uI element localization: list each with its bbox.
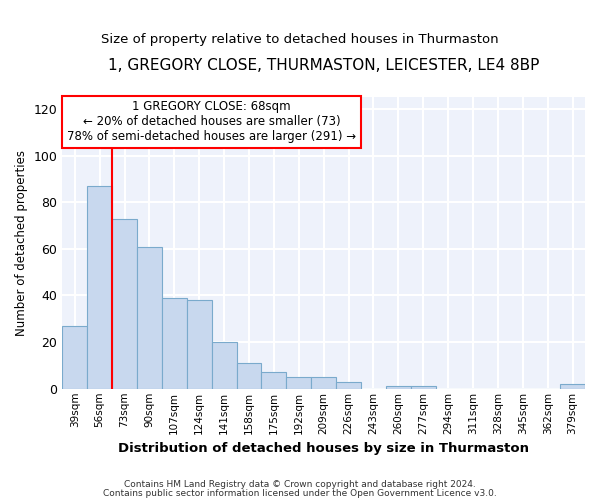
Bar	[212, 342, 236, 389]
Bar	[137, 246, 162, 389]
Bar	[112, 218, 137, 389]
Bar	[62, 326, 87, 389]
Bar	[262, 372, 286, 389]
Bar	[87, 186, 112, 389]
Bar	[187, 300, 212, 389]
Text: Contains public sector information licensed under the Open Government Licence v3: Contains public sector information licen…	[103, 489, 497, 498]
Text: Size of property relative to detached houses in Thurmaston: Size of property relative to detached ho…	[101, 32, 499, 46]
Bar	[236, 363, 262, 389]
Bar	[336, 382, 361, 389]
Bar	[560, 384, 585, 389]
Title: 1, GREGORY CLOSE, THURMASTON, LEICESTER, LE4 8BP: 1, GREGORY CLOSE, THURMASTON, LEICESTER,…	[108, 58, 539, 72]
Bar	[162, 298, 187, 389]
Bar	[386, 386, 411, 389]
Bar	[411, 386, 436, 389]
Bar	[286, 377, 311, 389]
Bar	[311, 377, 336, 389]
X-axis label: Distribution of detached houses by size in Thurmaston: Distribution of detached houses by size …	[118, 442, 529, 455]
Text: 1 GREGORY CLOSE: 68sqm
← 20% of detached houses are smaller (73)
78% of semi-det: 1 GREGORY CLOSE: 68sqm ← 20% of detached…	[67, 100, 356, 144]
Text: Contains HM Land Registry data © Crown copyright and database right 2024.: Contains HM Land Registry data © Crown c…	[124, 480, 476, 489]
Y-axis label: Number of detached properties: Number of detached properties	[15, 150, 28, 336]
